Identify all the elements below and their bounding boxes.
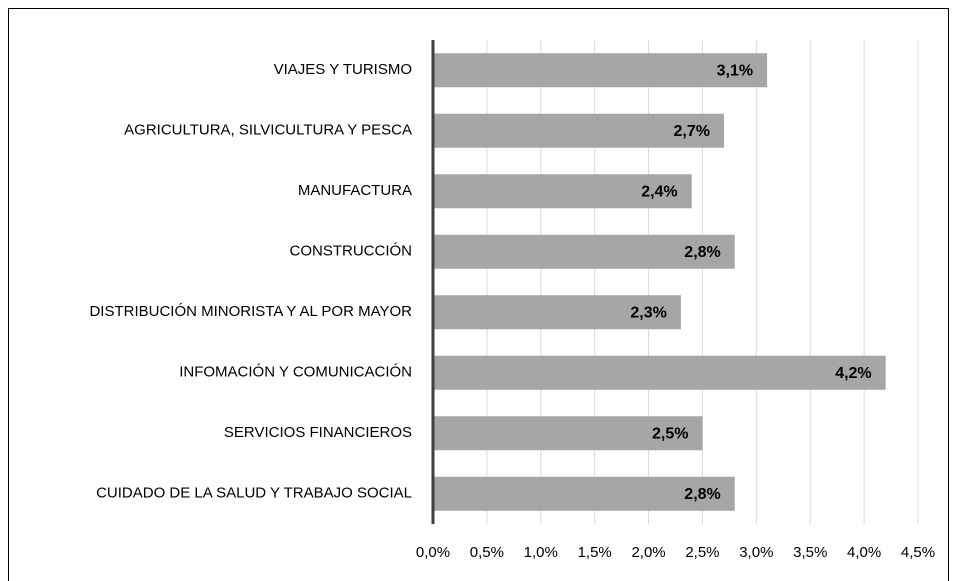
value-label: 2,8% — [684, 244, 720, 261]
y-tick-label: CUIDADO DE LA SALUD Y TRABAJO SOCIAL — [96, 485, 412, 502]
bar — [433, 234, 735, 269]
x-tick-label: 0,0% — [416, 544, 450, 561]
x-tick-label: 2,5% — [685, 544, 719, 561]
y-tick-label: SERVICIOS FINANCIEROS — [224, 424, 412, 441]
bar — [433, 53, 768, 88]
x-tick-label: 3,5% — [793, 544, 827, 561]
x-tick-label: 0,5% — [470, 544, 504, 561]
x-tick-label: 1,0% — [524, 544, 558, 561]
bar — [433, 416, 703, 451]
bar — [433, 113, 724, 148]
y-tick-label: CONSTRUCCIÓN — [290, 243, 413, 260]
bar — [433, 476, 735, 511]
y-tick-label: AGRICULTURA, SILVICULTURA Y PESCA — [124, 122, 412, 139]
x-tick-label: 1,5% — [578, 544, 612, 561]
value-label: 2,7% — [674, 123, 710, 140]
bar — [433, 295, 681, 330]
value-label: 2,8% — [684, 486, 720, 503]
value-label: 3,1% — [717, 62, 753, 79]
frame — [8, 8, 949, 581]
x-tick-label: 4,5% — [901, 544, 935, 561]
value-label: 2,4% — [641, 183, 677, 200]
value-label: 2,3% — [630, 304, 666, 321]
value-label: 2,5% — [652, 425, 688, 442]
x-tick-label: 2,0% — [631, 544, 665, 561]
x-tick-label: 4,0% — [847, 544, 881, 561]
y-tick-label: MANUFACTURA — [298, 182, 412, 199]
bar — [433, 355, 886, 390]
x-tick-label: 3,0% — [739, 544, 773, 561]
y-tick-label: INFOMACIÓN Y COMUNICACIÓN — [179, 364, 412, 381]
value-label: 4,2% — [835, 365, 871, 382]
bar — [433, 174, 692, 209]
y-tick-label: DISTRIBUCIÓN MINORISTA Y AL POR MAYOR — [89, 303, 412, 320]
y-tick-label: VIAJES Y TURISMO — [274, 61, 412, 78]
